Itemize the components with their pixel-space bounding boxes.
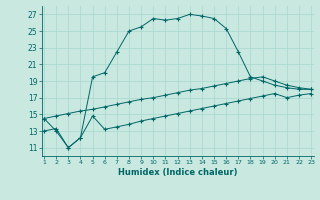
X-axis label: Humidex (Indice chaleur): Humidex (Indice chaleur) xyxy=(118,168,237,177)
